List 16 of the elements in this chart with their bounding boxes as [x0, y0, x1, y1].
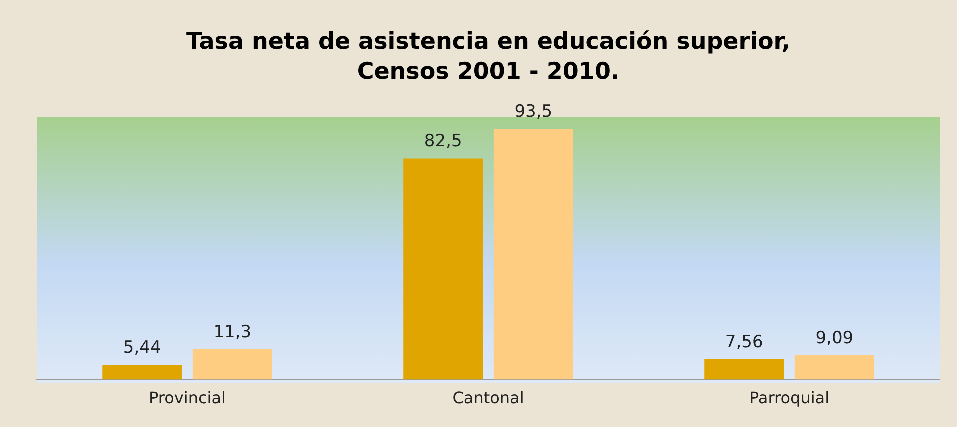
bar	[704, 360, 784, 380]
bar	[192, 350, 272, 380]
bar	[102, 365, 182, 380]
data-label: 5,44	[123, 338, 162, 358]
chart-title: Tasa neta de asistencia en educación superior, Censos 2001 - 2010.	[186, 28, 790, 85]
data-label: 9,09	[816, 328, 854, 348]
bar	[494, 129, 574, 380]
data-label: 93,5	[514, 102, 553, 122]
data-label: 11,3	[214, 322, 252, 342]
data-label: 7,56	[725, 332, 764, 352]
x-tick-label: Parroquial	[749, 388, 830, 408]
data-label: 82,5	[424, 132, 462, 152]
x-tick-label: Cantonal	[452, 388, 524, 408]
x-tick-label: Provincial	[149, 388, 226, 408]
bar	[404, 158, 484, 380]
bar	[794, 355, 874, 380]
